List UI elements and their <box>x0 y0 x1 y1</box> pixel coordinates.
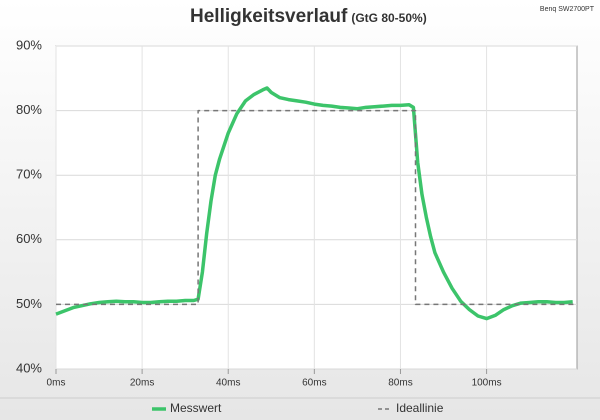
legend-label: Messwert <box>170 401 222 415</box>
y-tick-label: 80% <box>16 102 42 117</box>
plot-area <box>55 45 578 370</box>
chart-title: Helligkeitsverlauf <box>190 6 348 27</box>
series-line <box>56 109 577 306</box>
y-tick-label: 40% <box>16 360 42 375</box>
series-line <box>55 86 573 321</box>
source: Benq SW2700PT <box>540 6 595 13</box>
y-tick-label: 50% <box>16 296 42 311</box>
x-tick-label: 100ms <box>472 378 502 389</box>
x-tick-label: 80ms <box>388 378 412 389</box>
chart-subtitle: (GtG 80-50%) <box>351 11 426 25</box>
x-tick-label: 40ms <box>216 378 240 389</box>
y-tick-label: 90% <box>16 37 42 52</box>
x-tick-label: 0ms <box>47 378 66 389</box>
x-tick-label: 20ms <box>130 378 154 389</box>
y-tick-label: 60% <box>16 231 42 246</box>
y-tick-label: 70% <box>16 167 42 182</box>
x-tick-label: 60ms <box>302 378 326 389</box>
legend-label: Ideallinie <box>396 401 444 415</box>
